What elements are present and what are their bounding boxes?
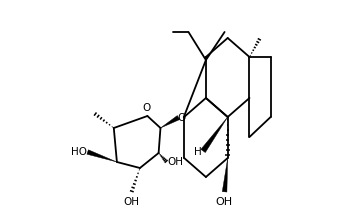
Text: O: O: [177, 113, 185, 123]
Polygon shape: [87, 150, 117, 162]
Text: O: O: [142, 103, 151, 114]
Text: OH: OH: [215, 197, 232, 207]
Polygon shape: [201, 117, 228, 153]
Text: OH: OH: [168, 157, 184, 167]
Polygon shape: [222, 158, 228, 192]
Text: H: H: [194, 147, 202, 157]
Text: OH: OH: [123, 197, 139, 207]
Polygon shape: [160, 116, 180, 128]
Text: HO: HO: [71, 147, 86, 157]
